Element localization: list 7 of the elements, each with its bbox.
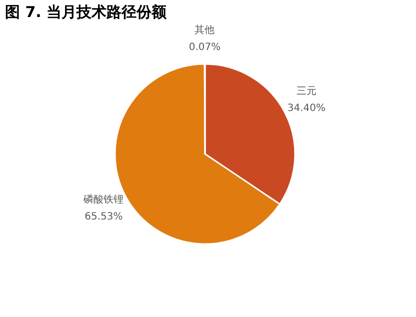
slice-label: 其他 xyxy=(194,24,215,36)
data-label: 0.07% xyxy=(188,42,221,53)
data-label: 34.40% xyxy=(287,102,326,114)
slice-label: 磷酸铁锂 xyxy=(82,193,124,206)
data-label: 65.53% xyxy=(84,211,123,222)
slice-label: 三元 xyxy=(296,86,316,97)
chart-title: 图 7. 当月技术路径份额 xyxy=(5,3,168,21)
